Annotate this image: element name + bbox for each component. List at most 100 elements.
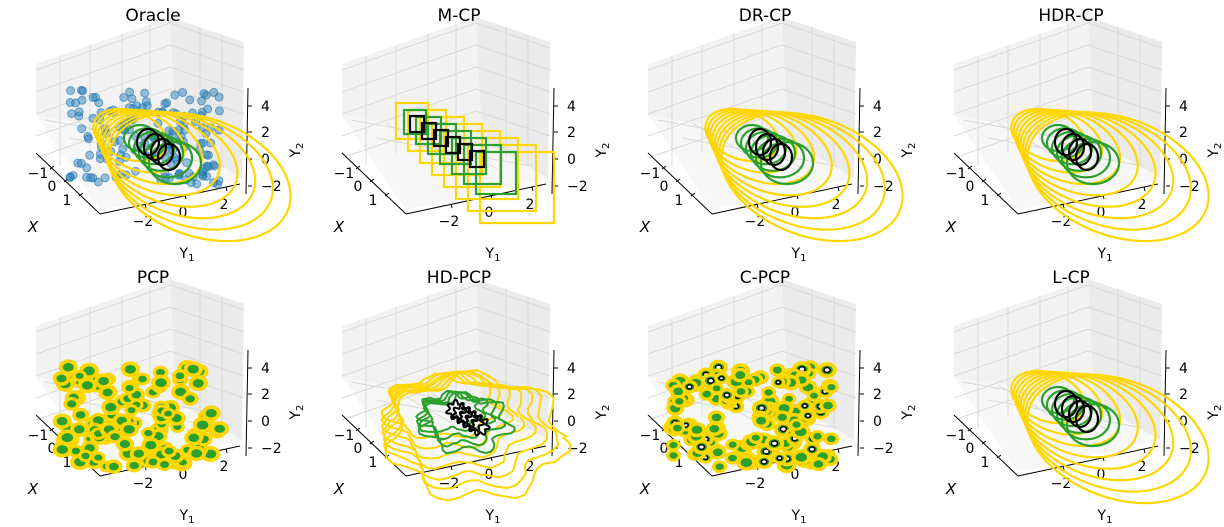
black-blob [697, 443, 706, 451]
gridlines [341, 22, 551, 170]
grid-line [781, 88, 857, 115]
grid-line [475, 66, 551, 93]
green-blob [175, 372, 185, 380]
grid-line [1087, 44, 1163, 71]
green-blob [691, 425, 703, 434]
x-tick-label: −1 [28, 428, 49, 444]
scatter-point [199, 89, 209, 98]
grid-line [953, 22, 1089, 71]
scatter-point [67, 109, 77, 119]
y1-axis-label: Y1 [1097, 508, 1113, 523]
panel-title: PCP [136, 268, 170, 288]
black-blob [801, 403, 808, 409]
black-blob [775, 379, 782, 385]
green-blob [735, 371, 746, 380]
yellow-contour [1026, 373, 1210, 505]
y2-tick-label: −2 [873, 441, 894, 457]
y2-tick-label: 4 [1179, 99, 1188, 115]
x-tick-label: 1 [675, 193, 684, 209]
green-blob [148, 458, 158, 466]
x-axis-line [341, 152, 407, 215]
x-axis-label: X [639, 480, 651, 498]
y2-tick-label: 2 [567, 125, 576, 141]
black-contour [1053, 389, 1079, 419]
x-tick [355, 165, 361, 170]
x-tick [49, 165, 55, 170]
green-contour [1060, 137, 1112, 179]
green-blob [669, 452, 678, 459]
green-blob [826, 435, 836, 443]
panel-hd-pcp: HD-PCP −1 0 1 X −2 0 2 Y1 4 2 0 −2 Y2 [306, 262, 612, 526]
grid-line [1087, 66, 1163, 93]
green-blob [675, 398, 684, 405]
green-blob [728, 441, 737, 448]
x-tick [661, 165, 667, 170]
x-tick-label: −1 [946, 428, 967, 444]
y2-axis-label: Y2 [1206, 405, 1224, 421]
grid-line [475, 22, 551, 49]
x-tick-label: −1 [640, 166, 661, 182]
green-contour [1065, 402, 1121, 448]
grid-line [1087, 284, 1163, 311]
yellow-contour [1019, 110, 1157, 208]
y2-axis-label: Y2 [288, 143, 306, 159]
yellow-box [394, 101, 430, 141]
side-pane [1088, 17, 1162, 178]
grid-line [1087, 328, 1163, 355]
black-contour [1060, 132, 1086, 162]
grid-line [953, 284, 1089, 333]
y2-tick-label: 4 [567, 99, 576, 115]
green-blob [71, 447, 81, 455]
grid-line [169, 350, 245, 377]
black-blob [823, 366, 831, 374]
scatter-point [77, 124, 87, 134]
floor-pane [954, 115, 1160, 210]
green-blob [196, 420, 209, 430]
y2-axis-label: Y2 [1206, 143, 1224, 159]
panel-m-cp: M-CP −1 0 1 X −2 0 2 Y1 4 2 0 −2 Y2 [306, 0, 612, 264]
x-tick [78, 192, 84, 197]
panel-oracle: Oracle −1 0 1 X −2 0 2 Y1 4 2 0 −2 Y2 [0, 0, 306, 264]
green-blob [75, 372, 84, 379]
y1-tick [837, 448, 840, 454]
grid-line [475, 110, 551, 137]
panel-dr-cp: DR-CP −1 0 1 X −2 0 2 Y1 4 2 0 −2 Y2 [612, 0, 918, 264]
y1-tick-label: 0 [179, 467, 188, 483]
x-tick [675, 178, 681, 183]
grid-line [341, 328, 477, 377]
x-tick-label: 0 [966, 441, 975, 457]
y1-tick-label: −2 [745, 214, 766, 230]
y1-tick-label: 0 [1097, 205, 1106, 221]
black-blob [779, 426, 788, 433]
grid-line [341, 350, 477, 399]
y1-axis-label: Y1 [485, 246, 501, 261]
contour-group [704, 107, 904, 243]
green-contour [759, 140, 815, 186]
grid-line [169, 328, 245, 355]
x-tick-label: 0 [354, 179, 363, 195]
x-axis-line [647, 152, 713, 215]
y1-tick-label: 0 [1097, 467, 1106, 483]
grid-line [169, 306, 245, 333]
grid-line [647, 110, 783, 159]
grid-line [953, 328, 1089, 377]
grid-line [647, 22, 783, 71]
scatter-point [178, 88, 188, 97]
grid-line [781, 22, 857, 49]
y2-tick-label: 4 [873, 99, 882, 115]
x-axis-label: X [333, 218, 345, 236]
x-tick-label: 0 [48, 179, 57, 195]
x-tick-label: −1 [334, 166, 355, 182]
y2-tick-label: 4 [873, 361, 882, 377]
grid-line [35, 306, 171, 355]
panel-title: DR-CP [738, 6, 792, 26]
green-blob [756, 416, 767, 425]
black-contour [142, 132, 168, 162]
x-tick-label: −1 [946, 166, 967, 182]
y1-tick [531, 448, 534, 454]
grid-line [1087, 350, 1163, 377]
green-blob [56, 416, 68, 426]
x-axis-label: X [945, 218, 957, 236]
y2-tick-label: 0 [1179, 152, 1188, 168]
